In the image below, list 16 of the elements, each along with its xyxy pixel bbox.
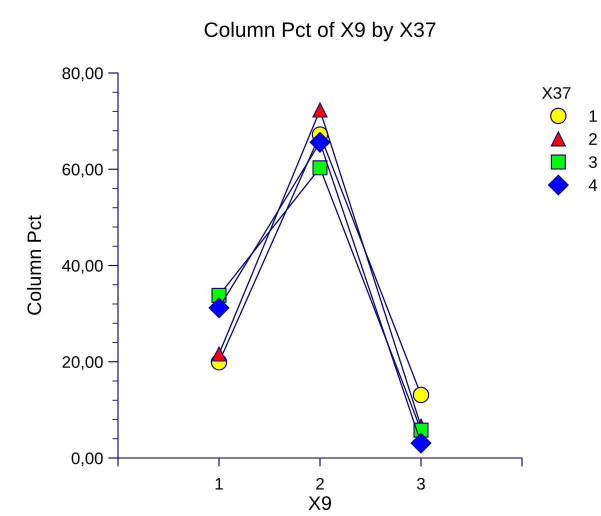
y-tick-label: 40,00 bbox=[62, 260, 103, 274]
y-tick-label: 80,00 bbox=[62, 67, 103, 82]
legend-label: 3 bbox=[588, 156, 597, 168]
x-tick-label: 2 bbox=[316, 478, 324, 490]
chart-title: Column Pct of X9 by X37 bbox=[204, 22, 436, 42]
legend-label: 1 bbox=[590, 110, 597, 122]
x-tick-label: 1 bbox=[216, 478, 223, 490]
y-tick-label: 0,00 bbox=[72, 452, 103, 466]
y-axis-title: Column Pct bbox=[26, 215, 42, 315]
legend-title: X37 bbox=[542, 87, 570, 99]
y-tick-label: 20,00 bbox=[62, 356, 103, 370]
y-tick-label: 60,00 bbox=[62, 164, 103, 178]
x-axis-title: X9 bbox=[308, 496, 331, 510]
legend-label: 4 bbox=[588, 179, 598, 191]
x-tick-label: 3 bbox=[417, 478, 425, 490]
legend-label: 2 bbox=[589, 133, 597, 145]
